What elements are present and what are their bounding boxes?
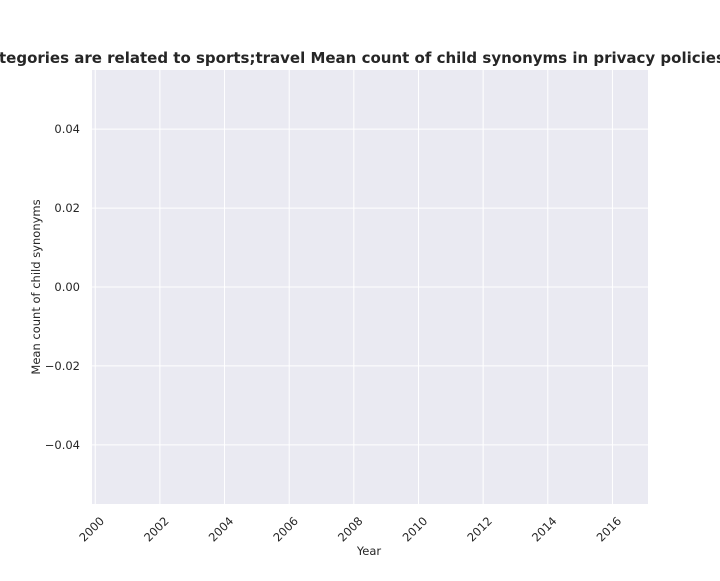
y-tick-label: −0.02 [45,359,80,373]
x-tick-label: 2012 [464,514,495,545]
x-axis-tick-labels: 2000 2002 2004 2006 2008 2010 2012 2014 2016 [76,514,624,545]
y-gridlines [92,128,648,446]
y-tick-label: 0.02 [54,201,80,215]
y-tick-label: 0.04 [54,122,80,136]
x-tick-label: 2004 [206,514,237,545]
y-tick-label: 0.00 [54,280,80,294]
x-tick-label: 2016 [594,514,625,545]
y-tick-label: −0.04 [45,438,80,452]
x-tick-label: 2002 [141,514,172,545]
y-axis-tick-labels: 0.04 0.02 0.00 −0.02 −0.04 [45,122,80,452]
x-tick-label: 2014 [529,514,560,545]
x-tick-label: 2006 [270,514,301,545]
x-axis-label: Year [356,544,382,558]
x-tick-label: 2008 [335,514,366,545]
plot-area [92,70,648,504]
x-tick-label: 2000 [76,514,107,545]
chart-title: When categories are related to sports;tr… [0,49,720,67]
y-axis-label: Mean count of child synonyms [29,199,43,374]
x-tick-label: 2010 [400,514,431,545]
